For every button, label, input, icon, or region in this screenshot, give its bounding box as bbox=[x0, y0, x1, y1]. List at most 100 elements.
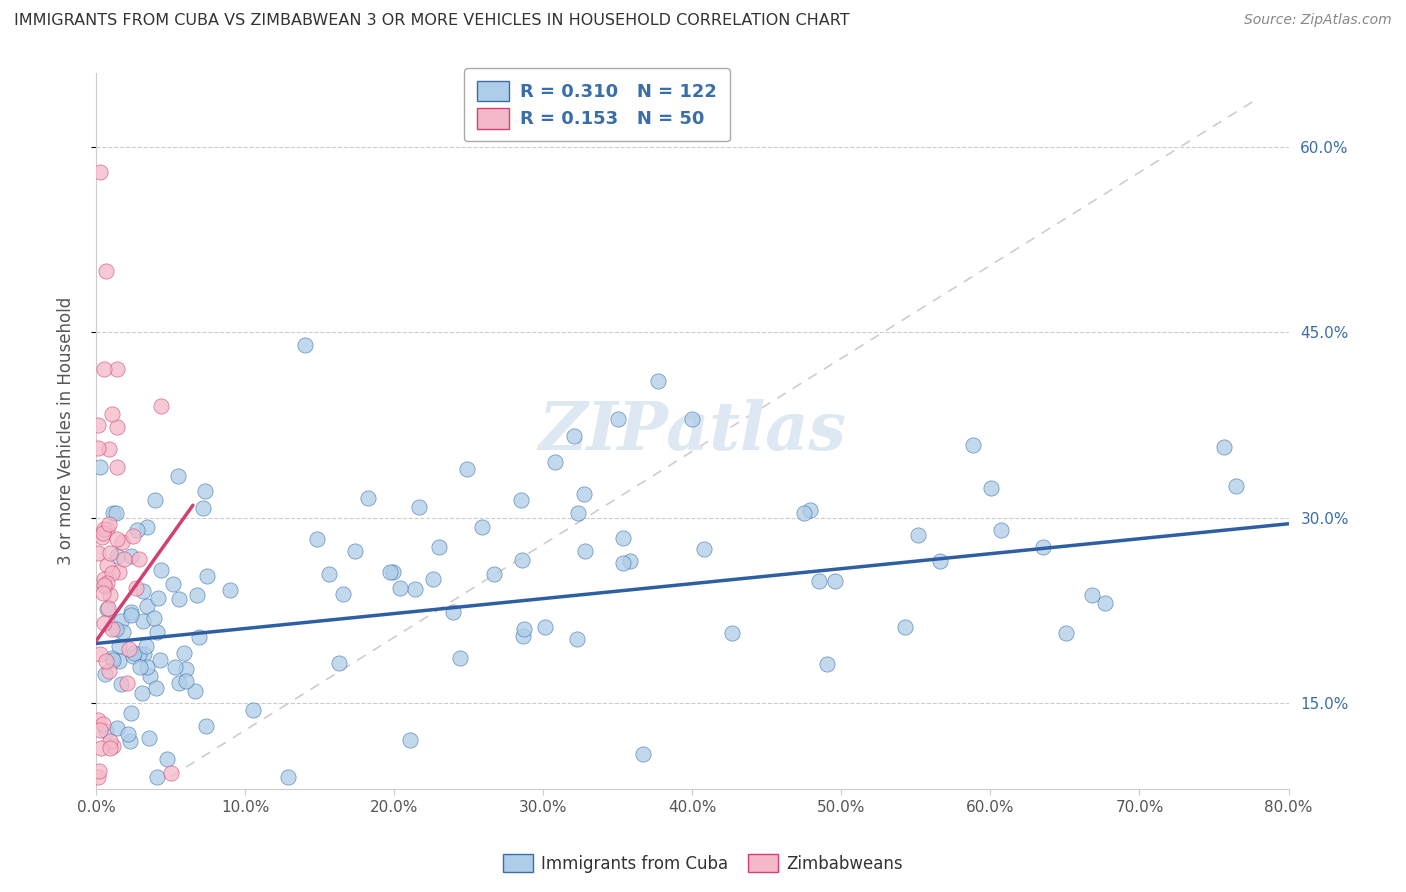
Point bbox=[115, 676, 138, 690]
Point bbox=[1054, 626, 1077, 640]
Point bbox=[86, 713, 108, 727]
Point bbox=[692, 542, 714, 557]
Point bbox=[382, 566, 405, 580]
Point bbox=[94, 666, 117, 681]
Point bbox=[120, 607, 142, 622]
Point bbox=[94, 723, 117, 738]
Point bbox=[128, 552, 150, 566]
Point bbox=[112, 625, 135, 640]
Point bbox=[89, 647, 111, 661]
Point bbox=[108, 565, 131, 579]
Point bbox=[167, 676, 190, 690]
Point bbox=[512, 628, 534, 642]
Point bbox=[404, 582, 426, 596]
Point bbox=[543, 455, 565, 469]
Point bbox=[103, 506, 125, 520]
Point bbox=[188, 630, 211, 644]
Point bbox=[534, 619, 557, 633]
Point bbox=[105, 549, 128, 564]
Point bbox=[163, 659, 186, 673]
Point bbox=[89, 165, 111, 179]
Point bbox=[96, 264, 118, 278]
Y-axis label: 3 or more Vehicles in Household: 3 or more Vehicles in Household bbox=[58, 297, 75, 566]
Point bbox=[108, 640, 131, 654]
Point bbox=[120, 706, 142, 720]
Point bbox=[907, 528, 929, 542]
Point bbox=[93, 362, 115, 376]
Point bbox=[87, 441, 110, 455]
Point bbox=[90, 741, 112, 756]
Point bbox=[98, 664, 121, 678]
Point bbox=[86, 546, 108, 560]
Point bbox=[96, 558, 118, 573]
Point bbox=[509, 492, 531, 507]
Point bbox=[89, 459, 111, 474]
Point bbox=[815, 657, 838, 672]
Point bbox=[146, 624, 169, 639]
Point bbox=[135, 520, 157, 534]
Point bbox=[108, 654, 131, 668]
Point bbox=[612, 556, 634, 570]
Point bbox=[1212, 440, 1234, 454]
Point bbox=[318, 567, 340, 582]
Point bbox=[146, 770, 169, 784]
Point bbox=[1225, 479, 1247, 493]
Point bbox=[93, 717, 115, 731]
Point bbox=[117, 727, 139, 741]
Text: Source: ZipAtlas.com: Source: ZipAtlas.com bbox=[1244, 13, 1392, 28]
Point bbox=[120, 733, 142, 747]
Point bbox=[100, 622, 122, 636]
Point bbox=[93, 578, 115, 592]
Point bbox=[93, 572, 115, 586]
Point bbox=[194, 483, 217, 498]
Point bbox=[98, 546, 121, 560]
Point bbox=[114, 552, 136, 566]
Point bbox=[103, 739, 125, 754]
Point bbox=[482, 567, 505, 582]
Point bbox=[184, 684, 207, 698]
Point bbox=[100, 566, 122, 580]
Point bbox=[105, 721, 128, 735]
Point bbox=[128, 647, 150, 661]
Point bbox=[121, 649, 143, 664]
Point bbox=[574, 544, 596, 558]
Point bbox=[893, 620, 915, 634]
Point bbox=[807, 574, 830, 588]
Point bbox=[91, 586, 114, 600]
Point bbox=[681, 412, 703, 426]
Point bbox=[125, 581, 148, 595]
Point bbox=[456, 462, 478, 476]
Point bbox=[105, 532, 128, 546]
Point bbox=[128, 660, 150, 674]
Point bbox=[928, 554, 950, 568]
Point bbox=[110, 614, 132, 628]
Point bbox=[332, 587, 354, 601]
Point bbox=[131, 686, 153, 700]
Point bbox=[93, 616, 115, 631]
Point bbox=[107, 420, 129, 434]
Point bbox=[343, 543, 366, 558]
Point bbox=[606, 412, 628, 426]
Point bbox=[96, 602, 118, 616]
Point bbox=[824, 574, 846, 588]
Point bbox=[962, 438, 984, 452]
Point bbox=[98, 734, 121, 748]
Point bbox=[619, 554, 641, 568]
Point bbox=[647, 374, 669, 388]
Point bbox=[574, 487, 596, 501]
Point bbox=[1094, 596, 1116, 610]
Point bbox=[98, 442, 121, 456]
Point bbox=[197, 569, 219, 583]
Point bbox=[277, 770, 299, 784]
Point bbox=[990, 523, 1012, 537]
Point bbox=[101, 407, 124, 421]
Point bbox=[562, 429, 585, 443]
Point bbox=[980, 481, 1002, 495]
Point bbox=[107, 460, 129, 475]
Point bbox=[328, 656, 350, 670]
Point bbox=[139, 669, 162, 683]
Point bbox=[93, 579, 115, 593]
Point bbox=[510, 553, 533, 567]
Point bbox=[513, 622, 536, 636]
Point bbox=[242, 703, 264, 717]
